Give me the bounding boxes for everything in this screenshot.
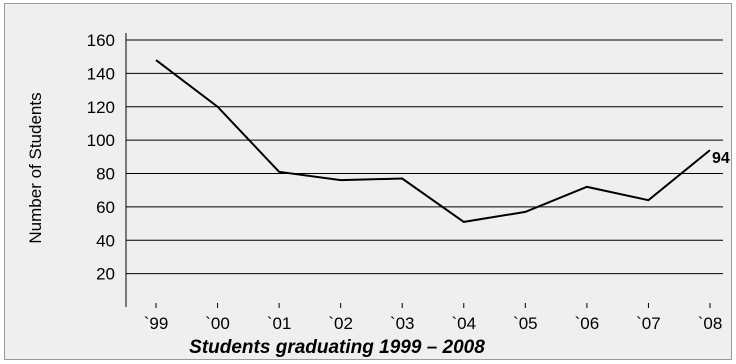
- x-tick-label: `02: [328, 314, 353, 333]
- y-tick-labels: 20 40 60 80 100 120 140 160: [87, 31, 115, 284]
- x-tick-label: `05: [513, 314, 538, 333]
- y-tick-label: 160: [87, 31, 115, 50]
- y-tick-label: 40: [96, 231, 115, 250]
- y-tick-label: 100: [87, 131, 115, 150]
- y-axis-title: Number of Students: [26, 92, 45, 243]
- y-tick-label: 60: [96, 198, 115, 217]
- y-tick-label: 120: [87, 98, 115, 117]
- axes: [125, 33, 711, 308]
- x-tick-label: `06: [575, 314, 600, 333]
- y-tick-label: 140: [87, 64, 115, 83]
- series-layer: [155, 59, 711, 223]
- x-tick-label: `00: [205, 314, 230, 333]
- y-tick-label: 80: [96, 165, 115, 184]
- x-tick-label: `08: [698, 314, 723, 333]
- x-tick-label: `03: [390, 314, 415, 333]
- y-tick-label: 20: [96, 265, 115, 284]
- x-tick-label: `99: [144, 314, 169, 333]
- chart-frame: 20 40 60 80 100 120 140 160 `99 `00 `01 `02 `03 `04 `…: [4, 3, 732, 360]
- x-tick-label: `07: [636, 314, 661, 333]
- gridlines: [126, 39, 723, 275]
- data-labels: 94: [712, 150, 730, 167]
- series-line: [155, 59, 711, 223]
- x-tick-labels: `99 `00 `01 `02 `03 `04 `05 `06 `07 `08: [144, 314, 723, 333]
- x-axis-title: Students graduating 1999 – 2008: [189, 337, 485, 358]
- x-tick-label: `01: [267, 314, 292, 333]
- data-label: 94: [712, 150, 730, 167]
- x-tick-label: `04: [451, 314, 476, 333]
